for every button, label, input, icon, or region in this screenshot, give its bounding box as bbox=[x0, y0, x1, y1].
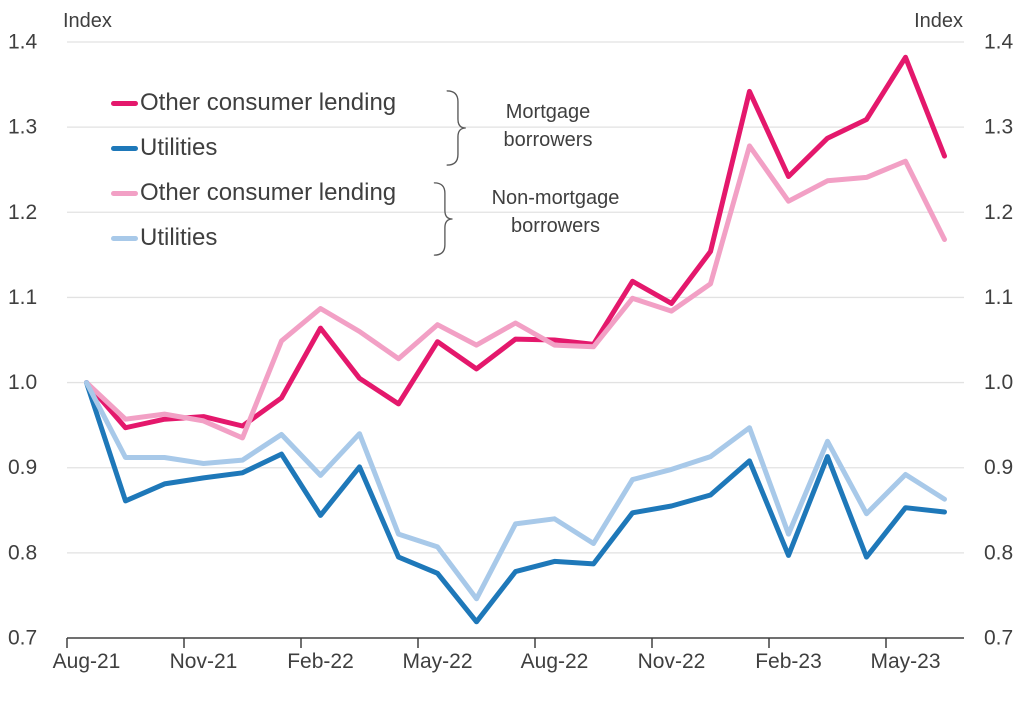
y-axis-label-left: 1.1 bbox=[8, 286, 37, 309]
x-axis-label: Feb-22 bbox=[287, 650, 354, 673]
x-axis-label: May-23 bbox=[870, 650, 940, 673]
y-axis-label-left: 0.7 bbox=[8, 627, 37, 650]
series-line-ocl-mortgage bbox=[84, 54, 947, 431]
y-axis-label-left: 1.2 bbox=[8, 201, 37, 224]
y-axis-label-right: 0.8 bbox=[984, 541, 1013, 564]
y-axis-label-left: 1.3 bbox=[8, 116, 37, 139]
y-axis-label-right: 0.7 bbox=[984, 627, 1013, 650]
series-line-utilities-nonmortgage bbox=[84, 380, 947, 602]
y-axis-label-right: 0.9 bbox=[984, 456, 1013, 479]
y-axis-label-left: 0.8 bbox=[8, 541, 37, 564]
x-axis-label: Aug-21 bbox=[53, 650, 121, 673]
y-axis-label-right: 1.0 bbox=[984, 371, 1013, 394]
y-axis-label-left: 0.9 bbox=[8, 456, 37, 479]
y-axis-label-right: 1.1 bbox=[984, 286, 1013, 309]
series-line-utilities-mortgage bbox=[84, 380, 947, 625]
y-axis-label-right: 1.2 bbox=[984, 201, 1013, 224]
x-axis-label: Feb-23 bbox=[755, 650, 822, 673]
y-axis-label-left: 1.0 bbox=[8, 371, 37, 394]
x-axis-label: Aug-22 bbox=[521, 650, 589, 673]
y-axis-title-right: Index bbox=[914, 10, 963, 32]
x-axis-label: Nov-21 bbox=[170, 650, 238, 673]
x-axis-label: May-22 bbox=[402, 650, 472, 673]
x-axis-label: Nov-22 bbox=[638, 650, 706, 673]
y-axis-label-left: 1.4 bbox=[8, 31, 38, 54]
y-axis-label-right: 1.3 bbox=[984, 116, 1013, 139]
y-axis-label-right: 1.4 bbox=[984, 31, 1014, 54]
series-line-ocl-nonmortgage bbox=[84, 143, 947, 441]
y-axis-title-left: Index bbox=[63, 10, 112, 32]
